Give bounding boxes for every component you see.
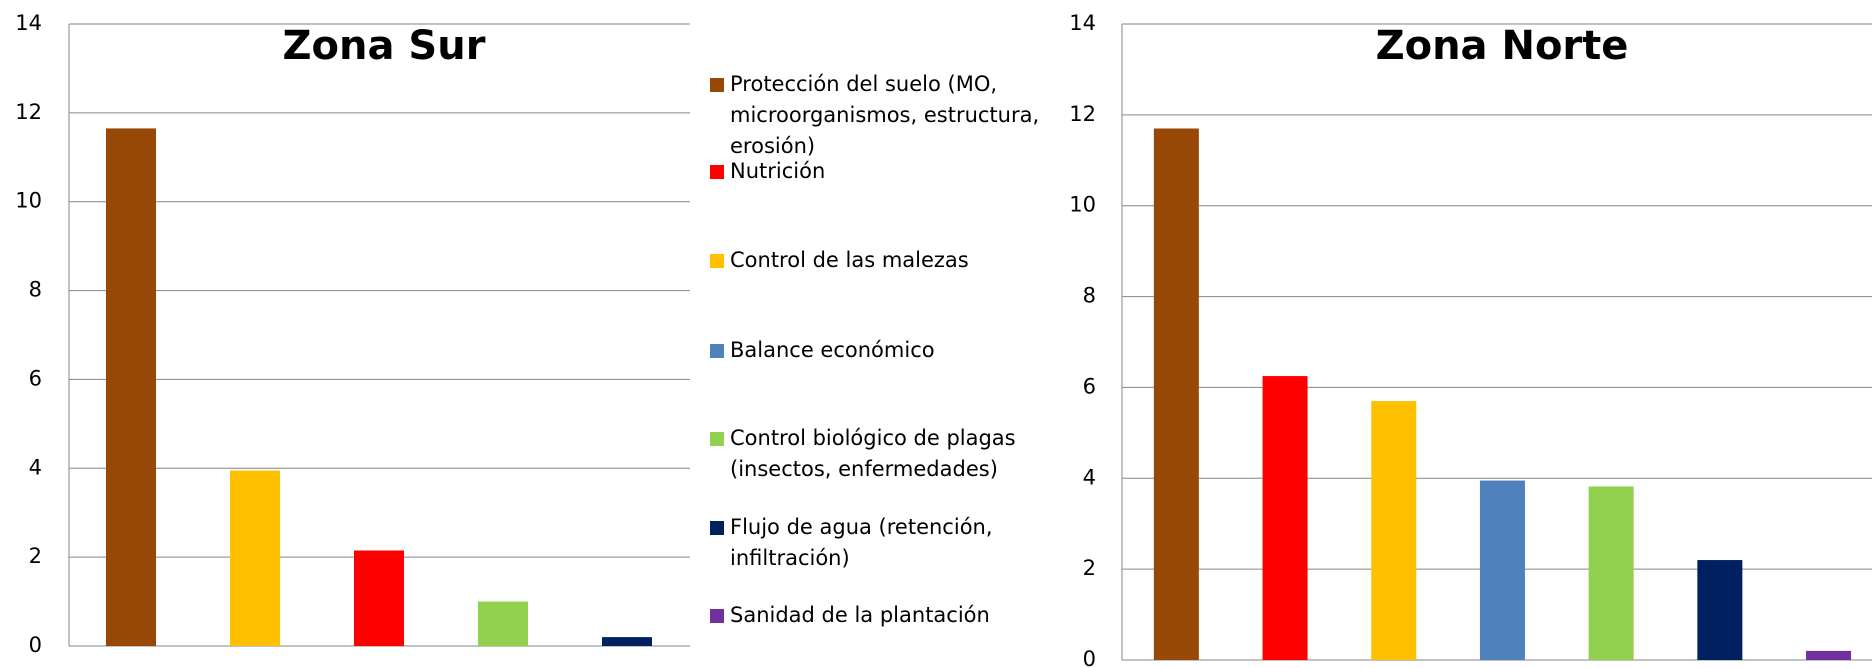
- y-tick-label: 8: [1083, 284, 1096, 308]
- legend-item: Flujo de agua (retención, infiltración): [710, 512, 1070, 574]
- legend-item: Sanidad de la plantación: [710, 600, 1070, 631]
- bar: [1480, 481, 1525, 660]
- y-tick-label: 12: [1069, 102, 1096, 126]
- y-tick-label: 4: [29, 455, 42, 479]
- y-tick-label: 12: [15, 100, 42, 124]
- legend-item: Nutrición: [710, 156, 1070, 187]
- bar: [106, 128, 156, 646]
- y-tick-label: 10: [15, 189, 42, 213]
- y-tick-label: 0: [29, 633, 42, 657]
- y-tick-label: 14: [15, 11, 42, 35]
- bar: [1589, 486, 1634, 660]
- legend-label: Sanidad de la plantación: [730, 603, 990, 627]
- chart-title: Zona Norte: [1376, 23, 1629, 69]
- legend-swatch: [710, 254, 724, 268]
- bar: [1806, 651, 1851, 660]
- legend-label: Flujo de agua (retención, infiltración): [730, 515, 993, 570]
- legend-swatch: [710, 78, 724, 92]
- y-tick-label: 14: [1069, 11, 1096, 35]
- legend-item: Control biológico de plagas (insectos, e…: [710, 423, 1070, 485]
- bar: [230, 471, 280, 646]
- y-tick-label: 2: [29, 544, 42, 568]
- y-tick-label: 8: [29, 278, 42, 302]
- bar: [1263, 376, 1308, 660]
- legend-label: Balance económico: [730, 338, 935, 362]
- chart-title: Zona Sur: [283, 23, 486, 69]
- y-tick-label: 4: [1083, 465, 1096, 489]
- legend-label: Nutrición: [730, 159, 825, 183]
- bar: [1154, 128, 1199, 660]
- y-tick-label: 6: [29, 366, 42, 390]
- legend-swatch: [710, 521, 724, 535]
- y-tick-label: 0: [1083, 647, 1096, 668]
- page: 0 2 4 6 8 10 12 14 Zona Sur 0 2 4 6 8 10 12 14 Zona Norte…: [0, 0, 1872, 668]
- y-tick-label: 6: [1083, 374, 1096, 398]
- legend-swatch: [710, 609, 724, 623]
- bar: [1697, 560, 1742, 660]
- legend-label: Protección del suelo (MO, microorganismo…: [730, 72, 1039, 158]
- legend-label: Control de las malezas: [730, 248, 969, 272]
- legend-label: Control biológico de plagas (insectos, e…: [730, 426, 1016, 481]
- y-tick-label: 10: [1069, 193, 1096, 217]
- legend-swatch: [710, 165, 724, 179]
- legend-item: Protección del suelo (MO, microorganismo…: [710, 69, 1070, 162]
- bar: [478, 602, 528, 646]
- bar: [602, 637, 652, 646]
- legend-swatch: [710, 344, 724, 358]
- legend-swatch: [710, 432, 724, 446]
- legend-item: Balance económico: [710, 335, 1070, 366]
- bar: [354, 550, 404, 646]
- legend-item: Control de las malezas: [710, 245, 1070, 276]
- bar: [1371, 401, 1416, 660]
- y-tick-label: 2: [1083, 556, 1096, 580]
